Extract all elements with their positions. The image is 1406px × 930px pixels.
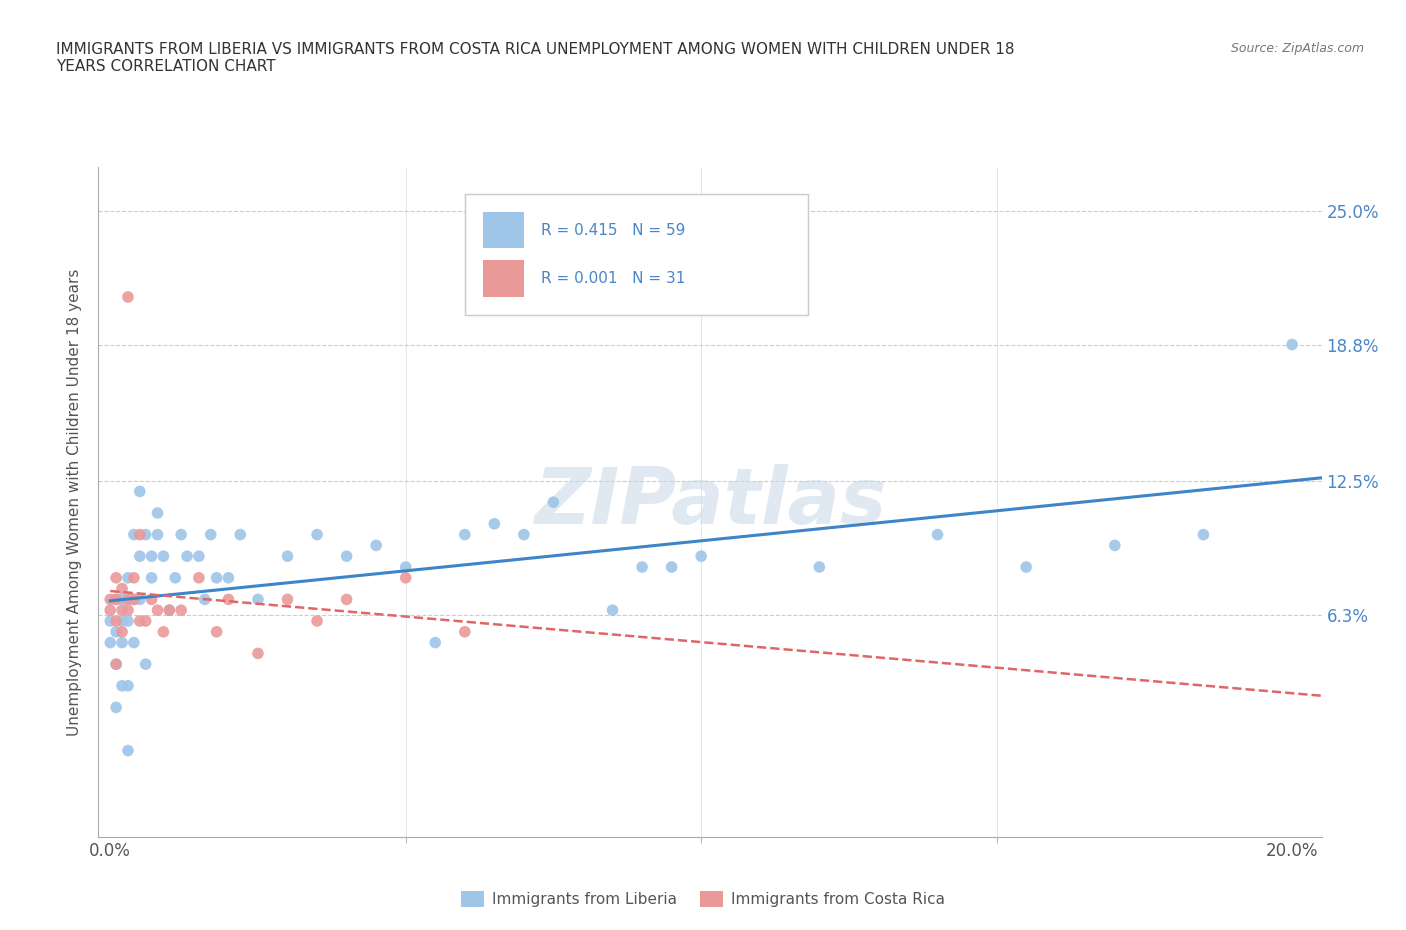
Point bbox=[105, 657, 128, 671]
Point bbox=[128, 614, 150, 629]
Point bbox=[307, 527, 329, 542]
Point bbox=[336, 549, 359, 564]
Point bbox=[454, 624, 477, 639]
Point bbox=[117, 603, 139, 618]
Point bbox=[98, 635, 121, 650]
Point bbox=[117, 592, 139, 607]
Point bbox=[395, 560, 418, 575]
Point bbox=[631, 560, 654, 575]
Point bbox=[217, 570, 239, 585]
Point bbox=[157, 603, 180, 618]
Point bbox=[808, 560, 831, 575]
Point bbox=[135, 527, 157, 542]
Point bbox=[111, 603, 134, 618]
Point bbox=[1281, 337, 1303, 352]
Text: ZIPatlas: ZIPatlas bbox=[534, 464, 886, 540]
Point bbox=[128, 484, 150, 498]
Point bbox=[200, 527, 222, 542]
Point bbox=[141, 592, 163, 607]
Point bbox=[122, 592, 145, 607]
Point bbox=[276, 549, 298, 564]
Point bbox=[122, 527, 145, 542]
Point bbox=[128, 549, 150, 564]
Point bbox=[1192, 527, 1215, 542]
Point bbox=[141, 570, 163, 585]
Point bbox=[117, 614, 139, 629]
Point bbox=[98, 614, 121, 629]
Point bbox=[128, 592, 150, 607]
Point bbox=[395, 570, 418, 585]
Point bbox=[98, 603, 121, 618]
Point bbox=[336, 592, 359, 607]
Point bbox=[111, 624, 134, 639]
Point bbox=[111, 581, 134, 596]
Point bbox=[454, 527, 477, 542]
Point bbox=[141, 549, 163, 564]
Point bbox=[1015, 560, 1038, 575]
Point bbox=[111, 635, 134, 650]
Point bbox=[165, 570, 187, 585]
Point bbox=[661, 560, 683, 575]
Point bbox=[128, 527, 150, 542]
Point bbox=[152, 624, 174, 639]
Point bbox=[1104, 538, 1126, 552]
Point bbox=[246, 592, 269, 607]
Point bbox=[425, 635, 447, 650]
Point bbox=[105, 700, 128, 715]
Point bbox=[602, 603, 624, 618]
Point bbox=[157, 603, 180, 618]
Point bbox=[117, 678, 139, 693]
Legend: Immigrants from Liberia, Immigrants from Costa Rica: Immigrants from Liberia, Immigrants from… bbox=[456, 884, 950, 913]
Point bbox=[307, 614, 329, 629]
Point bbox=[122, 570, 145, 585]
Point bbox=[117, 570, 139, 585]
Point bbox=[484, 516, 506, 531]
Point bbox=[176, 549, 198, 564]
Point bbox=[135, 657, 157, 671]
Point bbox=[122, 592, 145, 607]
Text: IMMIGRANTS FROM LIBERIA VS IMMIGRANTS FROM COSTA RICA UNEMPLOYMENT AMONG WOMEN W: IMMIGRANTS FROM LIBERIA VS IMMIGRANTS FR… bbox=[56, 42, 1015, 74]
Point bbox=[205, 624, 228, 639]
Point bbox=[543, 495, 565, 510]
Point bbox=[170, 603, 193, 618]
Point bbox=[105, 592, 128, 607]
Point bbox=[135, 614, 157, 629]
Point bbox=[366, 538, 388, 552]
Point bbox=[105, 624, 128, 639]
Point bbox=[117, 289, 139, 304]
Point bbox=[690, 549, 713, 564]
Point bbox=[146, 506, 169, 521]
Point bbox=[194, 592, 217, 607]
Point bbox=[205, 570, 228, 585]
Point bbox=[187, 570, 209, 585]
Point bbox=[111, 614, 134, 629]
Point bbox=[152, 549, 174, 564]
Point bbox=[246, 646, 269, 661]
Point bbox=[105, 570, 128, 585]
Point bbox=[105, 592, 128, 607]
Point bbox=[146, 603, 169, 618]
Point bbox=[276, 592, 298, 607]
Point bbox=[187, 549, 209, 564]
Text: Source: ZipAtlas.com: Source: ZipAtlas.com bbox=[1230, 42, 1364, 55]
Point bbox=[111, 592, 134, 607]
Y-axis label: Unemployment Among Women with Children Under 18 years: Unemployment Among Women with Children U… bbox=[67, 269, 83, 736]
Point bbox=[105, 614, 128, 629]
Point bbox=[117, 743, 139, 758]
Point bbox=[122, 635, 145, 650]
Point bbox=[105, 657, 128, 671]
Point bbox=[229, 527, 252, 542]
Point bbox=[117, 592, 139, 607]
Point bbox=[111, 678, 134, 693]
Point bbox=[170, 527, 193, 542]
Point bbox=[98, 592, 121, 607]
Point bbox=[927, 527, 949, 542]
Point bbox=[513, 527, 536, 542]
Point bbox=[217, 592, 239, 607]
Point bbox=[146, 527, 169, 542]
